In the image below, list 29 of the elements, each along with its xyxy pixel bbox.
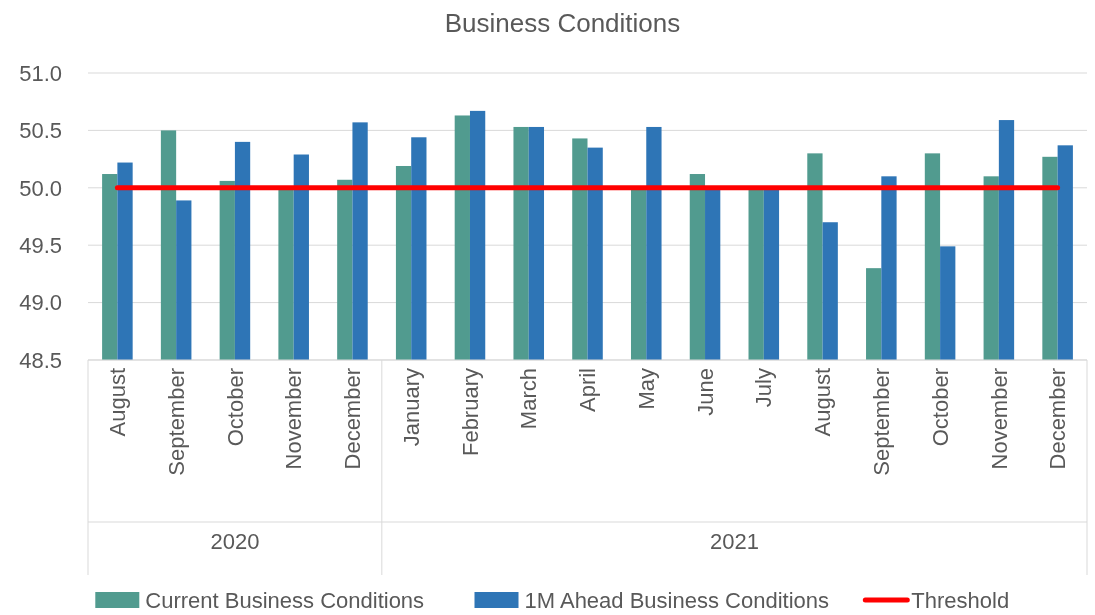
x-tick-label: October [927,368,953,447]
y-tick-label: 49.5 [19,232,62,258]
x-tick-label: November [281,368,307,470]
x-tick-label: October [222,368,248,447]
legend-label: Current Business Conditions [145,587,425,613]
x-tick-label: November [986,368,1012,470]
x-tick-label: July [751,368,777,408]
x-tick-label: March [516,368,542,430]
x-tick-label: December [340,368,366,470]
legend-label: Threshold [911,587,1010,613]
text: 2021 [709,529,759,554]
x-tick-label: September [869,368,895,476]
x-tick-label: September [163,368,189,476]
x-tick-label: January [398,368,424,447]
y-tick-label: 50.5 [19,118,62,144]
text: 2020 [210,529,260,554]
chart-title: Business Conditions [444,8,681,38]
x-tick-label: June [692,368,718,416]
x-tick-label: August [105,368,131,437]
y-tick-label: 51.0 [19,60,62,86]
y-tick-label: 48.5 [19,347,62,373]
x-tick-label: May [633,368,659,410]
x-tick-label: February [457,368,483,457]
y-tick-label: 50.0 [19,175,62,201]
x-tick-label: December [1045,368,1071,470]
legend-label: 1M Ahead Business Conditions [524,587,830,613]
x-tick-label: August [810,368,836,437]
y-tick-label: 49.0 [19,290,62,316]
x-tick-label: April [575,368,601,413]
